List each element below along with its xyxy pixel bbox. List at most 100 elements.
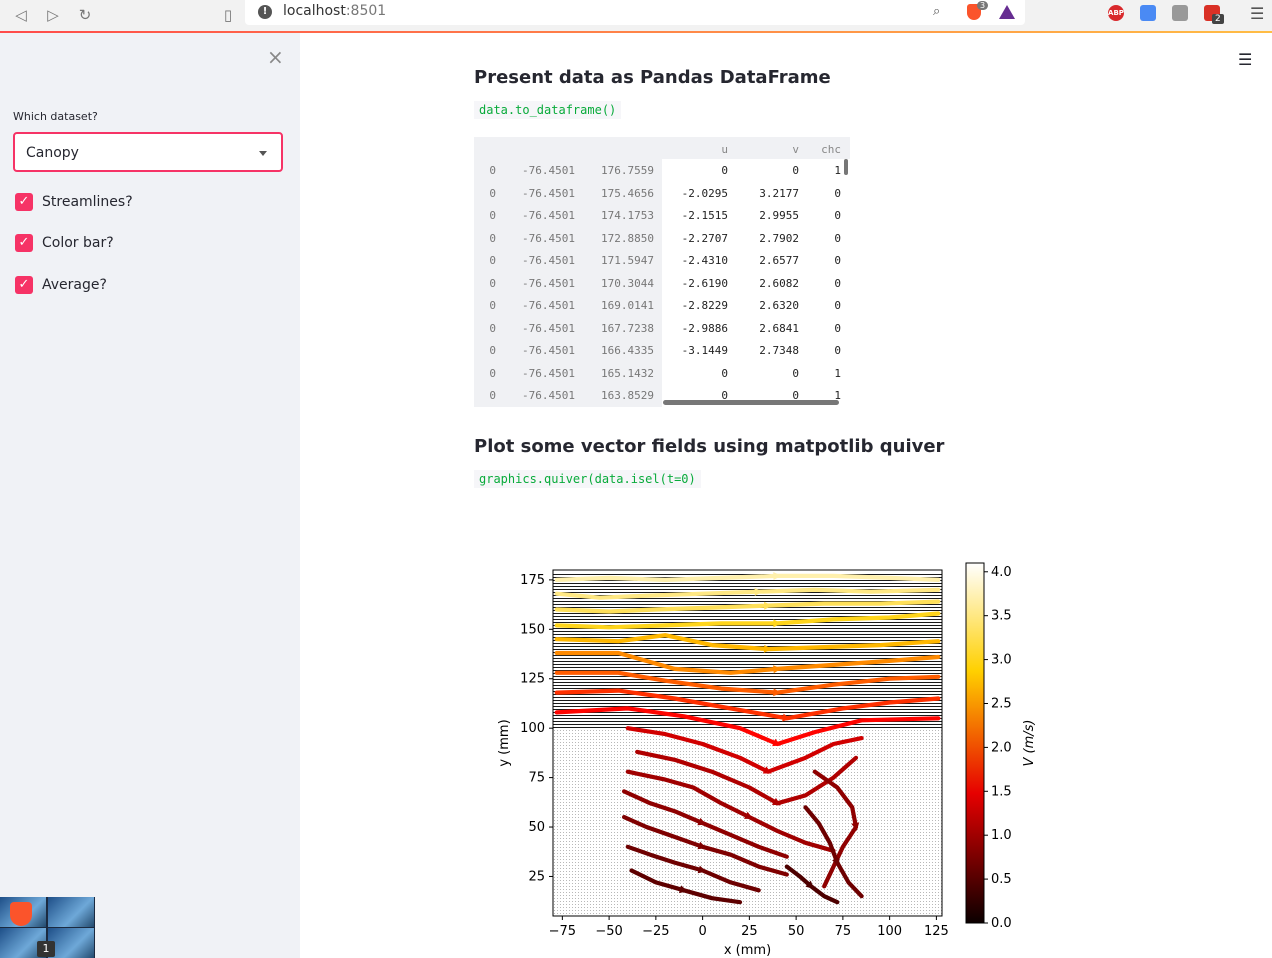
index-cell: -76.4501 bbox=[522, 389, 575, 402]
streamline bbox=[554, 599, 941, 614]
bookmark-icon[interactable]: ▯ bbox=[223, 6, 233, 24]
checkmark-icon[interactable]: ✓ bbox=[15, 276, 33, 294]
colorbar-tick-label: 0.0 bbox=[991, 916, 1012, 931]
table-cell: 0 bbox=[721, 389, 728, 402]
streamline bbox=[554, 688, 941, 721]
column-header[interactable]: v bbox=[792, 143, 799, 156]
streamline-arrow bbox=[773, 619, 782, 628]
plot-area bbox=[553, 570, 942, 916]
index-cell: -76.4501 bbox=[522, 186, 575, 200]
table-cell: -2.1515 bbox=[681, 209, 728, 222]
table-cell: -2.6190 bbox=[681, 276, 728, 290]
streamline-arrow bbox=[763, 644, 773, 653]
address-bar[interactable]: ! localhost:8501 ⌕ 3 bbox=[245, 0, 1025, 25]
section-heading-dataframe: Present data as Pandas DataFrame bbox=[474, 67, 831, 88]
colorbar-tick-label: 2.0 bbox=[991, 740, 1012, 755]
x-tick-label: 75 bbox=[835, 924, 852, 939]
forward-icon[interactable]: ▷ bbox=[47, 6, 59, 24]
x-tick-label: −25 bbox=[642, 924, 669, 939]
browser-menu-icon[interactable]: ☰ bbox=[1250, 4, 1265, 23]
index-cell: 0 bbox=[489, 209, 496, 222]
index-cell: -76.4501 bbox=[522, 299, 575, 312]
checkmark-icon[interactable]: ✓ bbox=[15, 234, 33, 252]
index-cell: 0 bbox=[489, 276, 496, 290]
table-cell: -2.9886 bbox=[681, 321, 728, 335]
zoom-icon[interactable]: ⌕ bbox=[933, 4, 941, 19]
table-cell: 1 bbox=[834, 366, 841, 380]
table-cell: 2.7902 bbox=[759, 231, 799, 245]
colorbar-tick-label: 2.5 bbox=[991, 696, 1012, 711]
table-cell: 3.2177 bbox=[759, 186, 799, 200]
x-tick-label: 100 bbox=[877, 924, 902, 939]
streamline bbox=[554, 706, 941, 747]
table-cell: 0 bbox=[834, 321, 841, 335]
code-snippet-dataframe: data.to_dataframe() bbox=[474, 101, 622, 119]
window-thumbnail[interactable] bbox=[0, 897, 46, 927]
dataset-select[interactable]: Canopy bbox=[13, 132, 283, 172]
table-cell: -2.4310 bbox=[681, 254, 728, 267]
table-cell: 2.7348 bbox=[759, 344, 799, 357]
checkbox-label[interactable]: Streamlines? bbox=[42, 194, 133, 210]
url-port: :8501 bbox=[345, 3, 387, 19]
reload-icon[interactable]: ↻ bbox=[78, 6, 92, 24]
adblock-icon[interactable]: ABP bbox=[1108, 5, 1124, 21]
checkmark-icon[interactable]: ✓ bbox=[15, 193, 33, 211]
streamline-arrow bbox=[771, 797, 781, 806]
code-snippet-quiver: graphics.quiver(data.isel(t=0) bbox=[474, 470, 701, 488]
table-cell: -3.1449 bbox=[681, 344, 728, 357]
index-cell: -76.4501 bbox=[522, 231, 575, 245]
app-menu-icon[interactable]: ☰ bbox=[1238, 50, 1253, 69]
index-cell: 0 bbox=[489, 299, 496, 312]
window-thumbnail[interactable] bbox=[48, 897, 94, 927]
streamline bbox=[554, 633, 941, 652]
index-cell: 166.4335 bbox=[601, 344, 654, 357]
extension-icon[interactable] bbox=[1172, 5, 1188, 21]
column-header[interactable]: chc bbox=[821, 143, 841, 156]
streamline-arrow bbox=[697, 865, 707, 874]
table-cell: 1 bbox=[834, 389, 841, 402]
sidebar: × Which dataset? Canopy ✓ Streamlines? ✓… bbox=[0, 33, 300, 958]
close-sidebar-icon[interactable]: × bbox=[267, 45, 284, 69]
brave-app-icon bbox=[10, 902, 32, 926]
x-tick-label: 0 bbox=[698, 924, 706, 939]
extension-badge: 2 bbox=[1212, 14, 1224, 24]
url-text[interactable]: localhost:8501 bbox=[283, 3, 386, 19]
table-cell: 0 bbox=[834, 276, 841, 290]
column-header[interactable]: u bbox=[721, 143, 728, 156]
index-cell: -76.4501 bbox=[522, 366, 575, 380]
index-cell: 0 bbox=[489, 344, 496, 357]
dataframe-table[interactable]: u v chc 0 -76.4501 176.7559 0 0 1 0 -76.4501 175.46… bbox=[474, 137, 850, 407]
streamline-arrow bbox=[754, 587, 763, 596]
chevron-down-icon bbox=[259, 151, 267, 156]
colorbar-tick-label: 4.0 bbox=[991, 565, 1012, 580]
streamline-arrow bbox=[697, 817, 707, 826]
streamline bbox=[554, 670, 941, 695]
index-cell: 0 bbox=[489, 321, 496, 335]
vertical-scrollbar[interactable] bbox=[844, 159, 848, 175]
index-cell: 175.4656 bbox=[601, 186, 654, 200]
workspace-number: 1 bbox=[37, 941, 55, 957]
table-cell: 0 bbox=[792, 366, 799, 380]
table-cell: 0 bbox=[834, 231, 841, 245]
index-cell: 0 bbox=[489, 164, 496, 177]
translate-extension-icon[interactable] bbox=[1140, 5, 1156, 21]
window-thumbnail[interactable] bbox=[48, 928, 94, 958]
table-cell: 0 bbox=[721, 164, 728, 177]
index-cell: 174.1753 bbox=[601, 209, 654, 222]
index-cell: 165.1432 bbox=[601, 366, 654, 380]
site-info-icon[interactable]: ! bbox=[258, 5, 272, 19]
index-cell: 163.8529 bbox=[601, 389, 654, 402]
checkbox-label[interactable]: Average? bbox=[42, 277, 107, 293]
taskbar-thumbnails[interactable]: 1 bbox=[0, 897, 95, 958]
brave-rewards-icon[interactable] bbox=[999, 5, 1015, 19]
streamline-arrow bbox=[773, 688, 782, 697]
table-cell: 2.6841 bbox=[759, 321, 799, 335]
checkbox-label[interactable]: Color bar? bbox=[42, 235, 114, 251]
index-cell: 0 bbox=[489, 186, 496, 200]
back-icon[interactable]: ◁ bbox=[15, 6, 27, 24]
horizontal-scrollbar[interactable] bbox=[663, 400, 839, 405]
table-cell: 2.6082 bbox=[759, 276, 799, 290]
x-axis-label: x (mm) bbox=[724, 943, 771, 958]
x-tick-label: −75 bbox=[549, 924, 576, 939]
index-cell: -76.4501 bbox=[522, 344, 575, 357]
